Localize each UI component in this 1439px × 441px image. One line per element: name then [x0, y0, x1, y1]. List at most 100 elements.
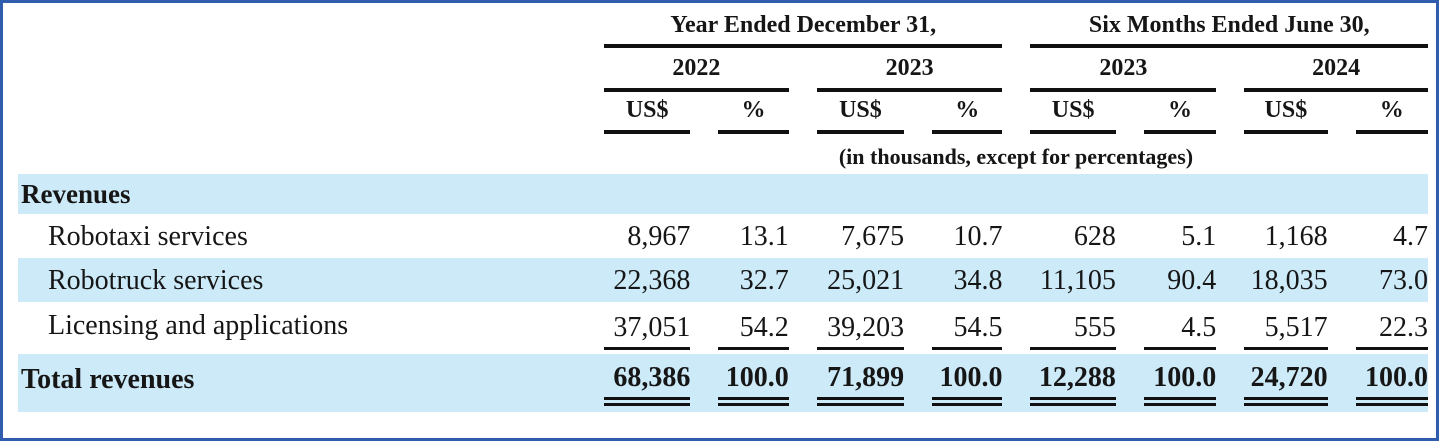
value-pct-2022: 54.2	[718, 312, 789, 350]
value-cell: 5,517	[1216, 302, 1328, 354]
total-usd-2023: 71,899	[816, 362, 905, 406]
unit-header-cell: %	[904, 92, 1003, 134]
total-usd-6m2024: 24,720	[1244, 362, 1328, 406]
value-cell: 25,021	[788, 258, 905, 302]
value-cell: 13.1	[690, 214, 789, 258]
unit-usd: US$	[603, 97, 691, 134]
total-cell: 100.0	[690, 354, 789, 412]
value-cell: 22.3	[1328, 302, 1428, 354]
total-cell: 71,899	[788, 354, 905, 412]
value-usd-2023: 39,203	[816, 312, 905, 350]
value-cell: 90.4	[1115, 258, 1217, 302]
unit-pct: %	[932, 97, 1003, 134]
table-row-licensing: Licensing and applications 37,051 54.2 3…	[18, 302, 1428, 354]
value-cell: 555	[1002, 302, 1116, 354]
value-cell: 54.5	[904, 302, 1003, 354]
value-pct-6m2023: 4.5	[1143, 312, 1217, 350]
total-usd-6m2023: 12,288	[1030, 362, 1116, 406]
value-cell: 11,105	[1002, 258, 1116, 302]
value-cell: 34.8	[904, 258, 1003, 302]
value-cell: 4.7	[1328, 214, 1428, 258]
value-pct-6m2024: 4.7	[1393, 221, 1428, 252]
unit-usd: US$	[1030, 97, 1116, 134]
label-column-spacer	[18, 9, 576, 48]
value-cell: 32.7	[690, 258, 789, 302]
units-note: (in thousands, except for percentages)	[838, 144, 1194, 169]
value-usd-6m2024: 18,035	[1250, 265, 1328, 296]
row-label-cell: Total revenues	[18, 354, 576, 412]
year-header-cell: 2023	[789, 48, 1003, 92]
group-header-cell: Year Ended December 31,	[576, 9, 1003, 48]
total-pct-2023: 100.0	[932, 362, 1003, 406]
total-pct-2022: 100.0	[718, 362, 789, 406]
year-header-cell: 2023	[1002, 48, 1217, 92]
row-label-cell: Robotruck services	[18, 258, 576, 302]
unit-pct: %	[1143, 97, 1217, 134]
value-cell: 73.0	[1327, 258, 1428, 302]
value-cell: 39,203	[789, 302, 905, 354]
total-cell: 68,386	[575, 354, 691, 412]
year-2023-interim: 2023	[1030, 55, 1217, 92]
section-header-cell: Revenues	[18, 174, 1428, 214]
value-usd-2022: 37,051	[603, 312, 691, 350]
table-row-robotaxi: Robotaxi services 8,967 13.1 7,675 10.7 …	[18, 214, 1428, 258]
value-cell: 22,368	[575, 258, 691, 302]
year-2022: 2022	[603, 55, 789, 92]
value-cell: 18,035	[1216, 258, 1328, 302]
revenue-breakdown-table: Year Ended December 31, Six Months Ended…	[18, 9, 1428, 412]
value-usd-2023: 25,021	[827, 265, 905, 296]
total-cell: 100.0	[1115, 354, 1217, 412]
label-column-spacer	[18, 92, 576, 134]
value-usd-2023: 7,675	[841, 221, 905, 252]
section-header-row: Revenues	[18, 174, 1428, 214]
value-usd-2022: 8,967	[627, 221, 691, 252]
group-header-cell: Six Months Ended June 30,	[1002, 9, 1428, 48]
group-header-six-months: Six Months Ended June 30,	[1030, 12, 1428, 48]
value-usd-2022: 22,368	[613, 265, 691, 296]
unit-usd: US$	[1244, 97, 1328, 134]
year-2024: 2024	[1244, 55, 1428, 92]
value-cell: 10.7	[904, 214, 1002, 258]
unit-header-cell: US$	[576, 92, 691, 134]
value-cell: 54.2	[690, 302, 789, 354]
period-group-header-row: Year Ended December 31, Six Months Ended…	[18, 9, 1428, 48]
year-header-row: 2022 2023 2023 2024	[18, 48, 1428, 92]
section-header-revenues: Revenues	[21, 178, 131, 209]
label-column-spacer	[18, 48, 576, 92]
unit-header-row: US$ % US$ % US$ % US$ %	[18, 92, 1428, 134]
value-pct-6m2024: 73.0	[1379, 265, 1428, 296]
row-label: Robotruck services	[48, 265, 264, 296]
value-cell: 5.1	[1116, 214, 1216, 258]
total-pct-6m2023: 100.0	[1143, 362, 1217, 406]
value-pct-2023: 34.8	[953, 265, 1003, 296]
total-cell: 100.0	[904, 354, 1003, 412]
table-row-total-revenues: Total revenues 68,386 100.0 71,899 100.0…	[18, 354, 1428, 412]
value-pct-2022: 32.7	[739, 265, 789, 296]
value-pct-2023: 10.7	[953, 221, 1003, 252]
table-row-robotruck: Robotruck services 22,368 32.7 25,021 34…	[18, 258, 1428, 302]
unit-usd: US$	[816, 97, 905, 134]
value-cell: 8,967	[576, 214, 690, 258]
value-cell: 37,051	[576, 302, 691, 354]
unit-header-cell: US$	[1002, 92, 1116, 134]
row-label: Licensing and applications	[48, 310, 349, 341]
table-container: Year Ended December 31, Six Months Ended…	[3, 3, 1436, 412]
year-2023: 2023	[816, 55, 1003, 92]
unit-header-cell: %	[1328, 92, 1428, 134]
unit-pct: %	[718, 97, 789, 134]
unit-pct: %	[1355, 97, 1428, 134]
group-header-year-ended: Year Ended December 31,	[603, 12, 1003, 48]
value-usd-6m2023: 11,105	[1039, 265, 1116, 296]
total-pct-6m2024: 100.0	[1355, 362, 1428, 406]
total-cell: 12,288	[1002, 354, 1116, 412]
label-column-spacer	[18, 134, 576, 174]
value-cell: 628	[1002, 214, 1116, 258]
total-cell: 100.0	[1327, 354, 1428, 412]
value-pct-6m2023: 5.1	[1181, 221, 1217, 252]
value-usd-6m2024: 5,517	[1244, 312, 1328, 350]
row-label-cell: Robotaxi services	[18, 214, 576, 258]
units-note-row: (in thousands, except for percentages)	[18, 134, 1428, 174]
value-usd-6m2023: 555	[1030, 312, 1116, 350]
value-pct-2023: 54.5	[932, 312, 1003, 350]
